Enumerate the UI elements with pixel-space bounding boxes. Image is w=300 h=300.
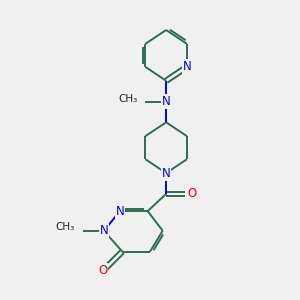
Text: O: O [187, 187, 196, 200]
Text: N: N [182, 60, 191, 74]
Text: N: N [100, 224, 108, 237]
Text: O: O [98, 263, 107, 277]
Text: N: N [162, 95, 170, 108]
Text: CH₃: CH₃ [56, 222, 75, 232]
Text: N: N [162, 167, 170, 180]
Text: CH₃: CH₃ [118, 94, 137, 104]
Text: N: N [116, 205, 124, 218]
